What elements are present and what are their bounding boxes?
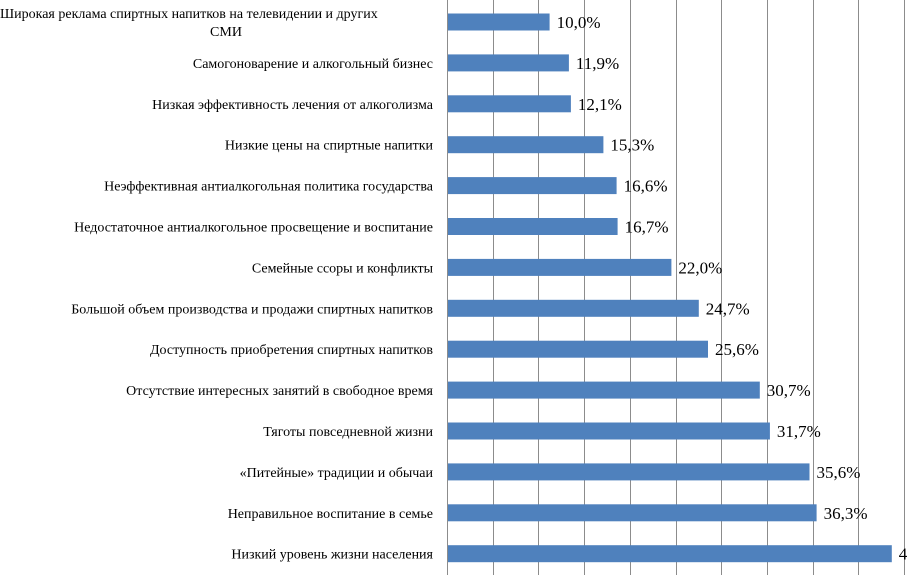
value-label-8: 24,7% <box>706 299 750 318</box>
category-label-9: Доступность приобретения спиртных напитк… <box>150 343 433 358</box>
value-label-9: 25,6% <box>715 340 759 359</box>
bar-3 <box>448 95 571 113</box>
category-label-13: Неправильное воспитание в семье <box>228 507 433 522</box>
category-label-10: Отсутствие интересных занятий в свободно… <box>126 384 433 399</box>
bar-10 <box>448 381 760 399</box>
bar-9 <box>448 340 708 358</box>
category-label-12: «Питейные» традиции и обычаи <box>240 466 434 481</box>
value-label-1: 10,0% <box>557 13 601 32</box>
value-label-2: 11,9% <box>576 54 619 73</box>
category-label-11: Тяготы повседневной жизни <box>263 425 433 440</box>
value-labels: 10,0% 11,9% 12,1% 15,3% 16,6% 16,7% 22,0% 24,7%… <box>557 13 908 564</box>
bar-4 <box>448 136 604 154</box>
bar-7 <box>448 258 672 276</box>
category-label-8: Большой объем производства и продажи спи… <box>71 302 433 317</box>
bar-8 <box>448 299 699 317</box>
category-label-1: Широкая реклама спиртных напитков на тел… <box>0 7 378 40</box>
category-labels: Широкая реклама спиртных напитков на тел… <box>0 7 434 563</box>
value-label-3: 12,1% <box>578 95 622 114</box>
bar-5 <box>448 177 617 195</box>
value-label-7: 22,0% <box>678 258 722 277</box>
value-label-14: 43,7% <box>899 545 908 564</box>
value-label-10: 30,7% <box>767 381 811 400</box>
category-label-4: Низкие цены на спиртные напитки <box>225 139 434 154</box>
bar-6 <box>448 218 618 235</box>
category-label-14: Низкий уровень жизни населения <box>231 548 433 563</box>
bar-14 <box>448 545 892 563</box>
bar-1 <box>448 13 550 31</box>
value-label-11: 31,7% <box>777 422 821 441</box>
value-label-6: 16,7% <box>625 218 669 237</box>
gridlines <box>493 0 905 575</box>
bar-13 <box>448 504 817 522</box>
value-label-12: 35,6% <box>817 463 861 482</box>
bar-11 <box>448 422 770 440</box>
category-label-3: Низкая эффективность лечения от алкоголи… <box>152 98 434 113</box>
category-label-7: Семейные ссоры и конфликты <box>252 261 434 276</box>
category-label-5: Неэффективная антиалкогольная политика г… <box>104 180 434 195</box>
value-label-13: 36,3% <box>824 504 868 523</box>
value-label-4: 15,3% <box>610 136 654 155</box>
bars <box>448 13 892 563</box>
value-label-5: 16,6% <box>624 177 668 196</box>
category-label-6: Недостаточное антиалкогольное просвещени… <box>74 221 433 236</box>
bar-12 <box>448 463 810 481</box>
bar-2 <box>448 54 569 72</box>
category-label-2: Самогоноварение и алкогольный бизнес <box>193 57 433 72</box>
